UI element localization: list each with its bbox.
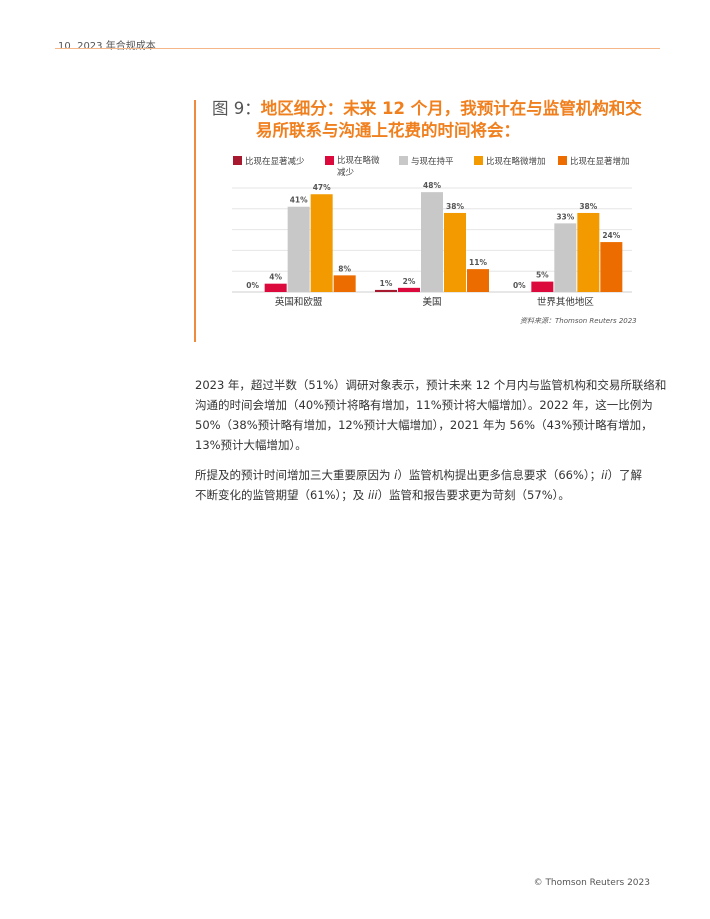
legend-swatch <box>558 156 567 165</box>
body-text: 2023 年，超过半数（51%）调研对象表示，预计未来 12 个月内与监管机构和… <box>195 375 666 505</box>
bar <box>310 194 333 292</box>
legend-swatch <box>399 156 408 165</box>
legend-item: 比现在略微减少 <box>325 155 387 179</box>
bar <box>444 212 466 292</box>
legend-swatch <box>233 156 242 165</box>
data-label: 2% <box>403 277 416 286</box>
data-label: 5% <box>536 271 549 280</box>
bar-chart: 0% 4% 41% 47% 8% 英国和欧盟 1% 2% 48% 38% 11% 美国 0% 5% 33% 3… <box>232 181 632 308</box>
data-label: 8% <box>338 264 351 273</box>
data-label: 47% <box>313 183 331 192</box>
legend-item: 比现在显著减少 <box>233 155 305 167</box>
text: ）监管和报告要求更为苛刻（57%）。 <box>377 488 570 502</box>
data-label: 38% <box>446 202 464 211</box>
data-label: 33% <box>556 212 574 221</box>
bar <box>421 192 443 292</box>
data-label: 38% <box>579 202 597 211</box>
line: 2023 年，超过半数（51%）调研对象表示，预计未来 12 个月内与监管机构和… <box>195 378 667 392</box>
figure-number: 图 9： <box>212 99 261 118</box>
line: 50%（38%预计略有增加，12%预计大幅增加），2021 年为 56%（43%… <box>195 418 653 432</box>
legend-item: 比现在显著增加 <box>558 155 630 167</box>
text: ）了解 <box>607 468 643 482</box>
figure-accent-line <box>194 100 196 342</box>
bar <box>554 223 577 292</box>
text: iii <box>367 488 378 502</box>
legend-label: 比现在显著增加 <box>570 157 630 167</box>
data-label: 41% <box>290 196 308 205</box>
bar <box>531 281 554 292</box>
legend-swatch <box>325 156 334 165</box>
legend-label: 比现在略微减少 <box>337 156 380 178</box>
legend-label: 比现在显著减少 <box>245 157 305 167</box>
bar <box>333 275 356 292</box>
data-label: 4% <box>269 273 282 282</box>
footer-copyright: © Thomson Reuters 2023 <box>533 878 650 888</box>
figure-title: 图 9：地区细分：未来 12 个月，我预计在与监管机构和交 易所联系与沟通上花费… <box>212 98 662 142</box>
chart-source: 资料来源：Thomson Reuters 2023 <box>520 317 637 325</box>
line: 13%预计大幅增加）。 <box>195 438 307 452</box>
text: i <box>394 468 398 482</box>
legend-swatch <box>474 156 483 165</box>
category-label: 英国和欧盟 <box>275 296 323 308</box>
data-label: 1% <box>380 279 393 288</box>
legend-item: 与现在持平 <box>399 155 454 167</box>
line: 沟通的时间会增加（40%预计将略有增加，11%预计将大幅增加）。2022 年，这… <box>195 398 653 412</box>
figure-title-line1: 地区细分：未来 12 个月，我预计在与监管机构和交 <box>260 99 642 118</box>
legend-item: 比现在略微增加 <box>474 155 546 167</box>
data-label: 11% <box>469 258 487 267</box>
bar <box>600 242 623 292</box>
legend-label: 与现在持平 <box>411 157 454 167</box>
category-label: 世界其他地区 <box>537 296 595 308</box>
bar <box>398 287 420 292</box>
bar <box>375 289 397 292</box>
bar <box>287 206 310 292</box>
text: 所提及的预计时间增加三大重要原因为 <box>195 468 395 482</box>
bar <box>577 212 600 292</box>
category-label: 美国 <box>422 296 441 308</box>
bar <box>264 283 287 292</box>
page-header: 10 2023 年合规成本 <box>58 41 156 52</box>
text: ii <box>601 468 608 482</box>
legend-label: 比现在略微增加 <box>486 157 546 167</box>
text: ）监管机构提出更多信息要求（66%）； <box>397 468 602 482</box>
figure-title-line2: 易所联系与沟通上花费的时间将会： <box>256 121 520 140</box>
paragraph-1: 2023 年，超过半数（51%）调研对象表示，预计未来 12 个月内与监管机构和… <box>195 375 666 455</box>
bar <box>467 269 489 292</box>
data-label: 0% <box>513 281 526 290</box>
paragraph-2: 所提及的预计时间增加三大重要原因为 i）监管机构提出更多信息要求（66%）；ii… <box>195 465 666 505</box>
header-divider <box>55 48 660 49</box>
data-label: 48% <box>423 181 441 190</box>
data-label: 24% <box>602 231 620 240</box>
data-label: 0% <box>246 281 259 290</box>
text: 不断变化的监管期望（61%）；及 <box>195 488 368 502</box>
